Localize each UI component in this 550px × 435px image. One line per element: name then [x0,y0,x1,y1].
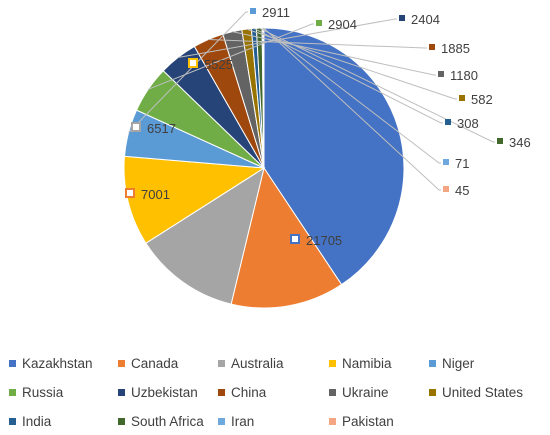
data-label-india: 308 [457,116,479,131]
label-marker-ukraine [438,71,444,77]
label-marker-uzbekistan [399,15,405,21]
label-marker-namibia [188,58,198,68]
data-label-russia: 2904 [328,17,357,32]
label-marker-iran [443,159,449,165]
leader-line-south-africa [258,27,495,143]
leader-line-ukraine [232,31,436,76]
legend-swatch-iran [218,418,225,425]
label-marker-south-africa [497,138,503,144]
legend-swatch-namibia [329,360,336,367]
label-marker-russia [316,20,322,26]
data-label-namibia: 5525 [204,57,233,72]
leader-line-iran [262,27,441,164]
label-marker-china [429,44,435,50]
label-marker-india [445,119,451,125]
legend-label-australia: Australia [231,356,284,371]
leader-line-uzbekistan [177,18,397,58]
legend-swatch-kazakhstan [9,360,16,367]
legend-swatch-uzbekistan [118,389,125,396]
data-label-south-africa: 346 [509,135,531,150]
data-label-kazakhstan: 21705 [306,233,342,248]
legend-label-kazakhstan: Kazakhstan [22,356,93,371]
leader-line-india [253,27,443,124]
legend-swatch-south-africa [118,418,125,425]
legend-swatch-united-states [429,389,436,396]
leader-line-niger [128,11,248,134]
data-label-australia: 6517 [147,121,176,136]
data-label-ukraine: 1180 [450,68,478,83]
legend-label-united-states: United States [442,385,523,400]
leader-line-united-states [246,28,457,100]
legend-label-ukraine: Ukraine [342,385,389,400]
legend-label-namibia: Namibia [342,356,392,371]
legend-label-china: China [231,385,267,400]
data-label-united-states: 582 [471,92,493,107]
pie-slices [123,27,405,309]
leader-line-russia [148,23,314,90]
legend-label-pakistan: Pakistan [342,414,394,429]
label-marker-united-states [459,95,465,101]
legend-label-niger: Niger [442,356,475,371]
data-label-china: 1885 [441,41,470,56]
legend-swatch-pakistan [329,418,336,425]
pie-slice-namibia [123,155,266,244]
label-marker-australia [131,122,141,132]
data-label-niger: 2911 [262,5,290,20]
legend-label-india: India [22,414,52,429]
label-marker-kazakhstan [290,234,300,244]
legend-swatch-australia [218,360,225,367]
legend-label-south-africa: South Africa [131,414,204,429]
data-label-iran: 71 [455,156,469,171]
leader-line-pakistan [263,27,441,191]
legend-swatch-ukraine [329,389,336,396]
data-label-uzbekistan: 2404 [411,12,440,27]
legend-swatch-niger [429,360,436,367]
legend-swatch-china [218,389,225,396]
leader-lines [128,11,495,191]
pie-slice-australia [145,166,265,305]
label-marker-pakistan [443,186,449,192]
data-label-pakistan: 45 [455,183,469,198]
legend-swatch-india [9,418,16,425]
legend-swatch-canada [118,360,125,367]
legend-label-uzbekistan: Uzbekistan [131,385,198,400]
label-marker-niger [250,8,256,14]
legend-swatch-russia [9,389,16,396]
legend-label-russia: Russia [22,385,64,400]
label-marker-canada [125,188,135,198]
legend: Kazakhstan Canada Australia Namibia Niger Rus… [9,356,523,429]
pie-slice-canada [230,166,343,309]
data-label-canada: 7001 [141,187,170,202]
legend-label-canada: Canada [131,356,179,371]
legend-label-iran: Iran [231,414,254,429]
